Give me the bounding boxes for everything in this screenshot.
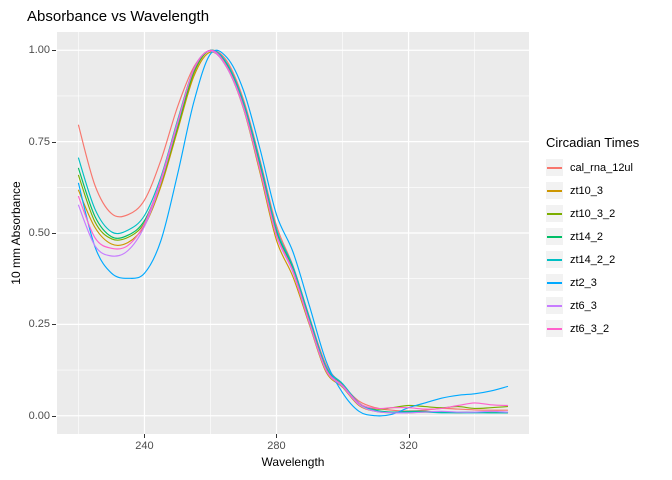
legend-item: zt6_3 (546, 297, 639, 314)
y-tick-mark (52, 141, 56, 143)
x-tick-label: 280 (267, 440, 286, 452)
legend-item-label: zt10_3_2 (570, 207, 616, 220)
legend-item-label: zt14_2_2 (570, 253, 616, 266)
y-axis-title: 10 mm Absorbance (9, 181, 23, 285)
legend-item-label: zt6_3 (570, 299, 597, 312)
legend-item-label: zt14_2 (570, 230, 604, 243)
series-line-zt6_3_2 (77, 49, 509, 410)
legend-item: zt14_2_2 (546, 251, 639, 268)
x-axis-title: Wavelength (261, 455, 325, 469)
legend-key-swatch (546, 159, 563, 176)
legend-item-label: cal_rna_12ul (570, 161, 633, 174)
legend-key-line (547, 167, 562, 169)
legend-key-swatch (546, 251, 563, 268)
x-tick-mark (276, 434, 278, 438)
legend-item-label: zt6_3_2 (570, 322, 610, 335)
series-line-zt2_3 (77, 49, 509, 417)
y-tick-mark (52, 233, 56, 234)
legend-item: zt10_3 (546, 182, 639, 199)
legend-key-swatch (546, 205, 563, 222)
legend: Circadian Times cal_rna_12ul zt10_3 zt10_3… (546, 135, 639, 343)
y-tick-mark (52, 324, 56, 326)
legend-key-line (547, 236, 562, 238)
legend-item: cal_rna_12ul (546, 159, 639, 176)
legend-key-line (547, 305, 562, 307)
chart-svg (57, 32, 529, 434)
x-tick-label: 240 (135, 440, 154, 452)
y-tick-label: 0.00 (28, 409, 50, 422)
y-tick-label: 0.75 (28, 135, 50, 148)
series-line-zt14_2_2 (77, 49, 509, 414)
legend-key-line (547, 328, 562, 330)
legend-item: zt6_3_2 (546, 320, 639, 337)
legend-item-label: zt2_3 (570, 276, 597, 289)
legend-item: zt14_2 (546, 228, 639, 245)
legend-items: cal_rna_12ul zt10_3 zt10_3_2 zt14_2 zt14_2_2… (546, 159, 639, 337)
legend-key-line (547, 190, 562, 192)
series-line-zt6_3 (77, 50, 509, 414)
legend-key-swatch (546, 320, 563, 337)
legend-key-swatch (546, 182, 563, 199)
legend-item: zt10_3_2 (546, 205, 639, 222)
x-tick-mark (408, 434, 410, 438)
plot-panel (57, 32, 529, 434)
y-tick-mark (52, 415, 56, 417)
legend-key-line (547, 213, 562, 215)
x-tick-mark (144, 434, 146, 438)
legend-key-swatch (546, 297, 563, 314)
plot-title: Absorbance vs Wavelength (27, 8, 210, 25)
y-tick-label: 0.50 (28, 227, 50, 239)
x-tick-label: 320 (399, 440, 418, 452)
legend-key-swatch (546, 228, 563, 245)
series-line-zt14_2 (77, 49, 509, 414)
legend-item: zt2_3 (546, 274, 639, 291)
y-tick-label: 0.25 (28, 318, 50, 331)
legend-item-label: zt10_3 (570, 184, 604, 197)
legend-key-line (547, 282, 562, 284)
legend-key-line (547, 259, 562, 261)
legend-key-swatch (546, 274, 563, 291)
y-tick-label: 1.00 (28, 44, 50, 57)
y-tick-mark (52, 50, 56, 52)
legend-title: Circadian Times (546, 135, 640, 150)
